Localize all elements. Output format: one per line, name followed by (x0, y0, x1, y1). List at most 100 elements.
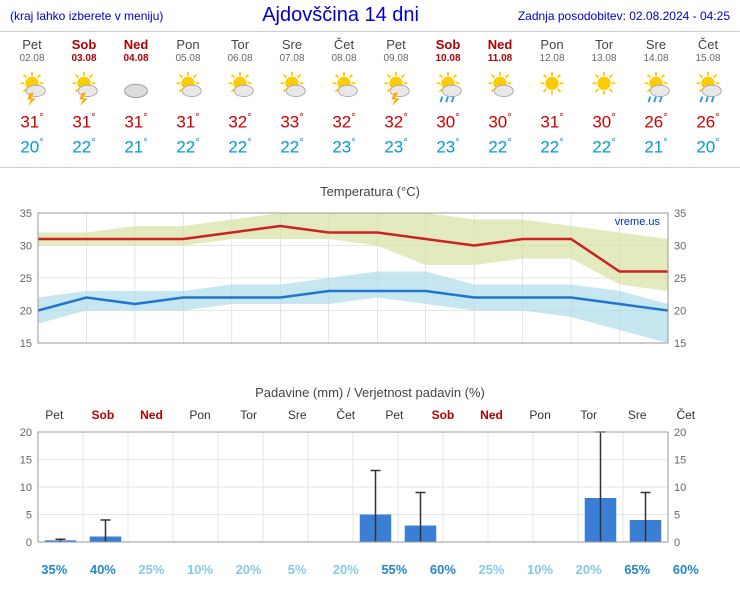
day-column[interactable]: Pet02.0831°20° (6, 37, 58, 157)
last-update: Zadnja posodobitev: 02.08.2024 - 04:25 (518, 9, 730, 23)
day-name: Sob (422, 37, 474, 52)
svg-text:15: 15 (20, 455, 32, 467)
temp-high: 26° (682, 112, 734, 133)
temp-low: 22° (578, 137, 630, 158)
precip-prob: 10% (516, 562, 565, 577)
day-name: Sre (266, 37, 318, 52)
day-date: 15.08 (682, 53, 734, 64)
day-column[interactable]: Ned04.0831°21° (110, 37, 162, 157)
svg-text:10: 10 (674, 482, 686, 494)
day-column[interactable]: Čet08.08 32° 23° (318, 37, 370, 157)
menu-hint[interactable]: (kraj lahko izberete v meniju) (10, 9, 163, 23)
precip-day: Sob (79, 408, 128, 422)
svg-text:20: 20 (674, 427, 686, 439)
svg-text:30: 30 (674, 241, 686, 253)
precip-day: Sob (419, 408, 468, 422)
svg-text:30: 30 (20, 241, 32, 253)
day-date: 04.08 (110, 53, 162, 64)
temp-high: 30° (578, 112, 630, 133)
day-column[interactable]: Sob10.0830°23° (422, 37, 474, 157)
weather-icon (266, 68, 318, 108)
precip-prob: 40% (79, 562, 128, 577)
day-name: Pon (162, 37, 214, 52)
temp-low: 20° (682, 137, 734, 158)
forecast-table: Pet02.0831°20°Sob03.0831°22°Ned04.0831°2… (0, 32, 740, 168)
day-column[interactable]: Pon12.0831°22° (526, 37, 578, 157)
svg-text:0: 0 (674, 537, 680, 549)
day-column[interactable]: Pon05.0831°22° (162, 37, 214, 157)
day-column[interactable]: Sob03.0831°22° (58, 37, 110, 157)
svg-text:20: 20 (20, 427, 32, 439)
temp-high: 32° (318, 112, 370, 133)
precip-section: Padavine (mm) / Verjetnost padavin (%) P… (0, 369, 740, 585)
day-column[interactable]: Pet09.0832°23° (370, 37, 422, 157)
precip-prob: 60% (419, 562, 468, 577)
svg-text:10: 10 (20, 482, 32, 494)
weather-icon (58, 68, 110, 108)
day-column[interactable]: Tor06.0832°22° (214, 37, 266, 157)
precip-day: Pet (370, 408, 419, 422)
precip-prob: 20% (564, 562, 613, 577)
svg-text:0: 0 (26, 537, 32, 549)
day-name: Pet (6, 37, 58, 52)
svg-text:5: 5 (26, 510, 32, 522)
svg-text:15: 15 (674, 455, 686, 467)
page-title: Ajdovščina 14 dni (163, 4, 517, 27)
temp-high: 31° (162, 112, 214, 133)
temp-high: 31° (6, 112, 58, 133)
weather-icon (578, 68, 630, 108)
day-column[interactable]: Čet15.08 26° 20° (682, 37, 734, 157)
weather-icon (526, 68, 578, 108)
precip-chart: 0055101015152020 (0, 422, 740, 560)
weather-icon (6, 68, 58, 108)
temp-low: 21° (630, 137, 682, 158)
precip-day: Pet (30, 408, 79, 422)
day-date: 11.08 (474, 53, 526, 64)
day-column[interactable]: Sre07.0833°22° (266, 37, 318, 157)
precip-day: Pon (516, 408, 565, 422)
day-date: 08.08 (318, 53, 370, 64)
weather-icon (318, 68, 370, 108)
precip-day: Tor (564, 408, 613, 422)
day-name: Sob (58, 37, 110, 52)
precip-day: Čet (321, 408, 370, 422)
day-column[interactable]: Tor13.0830°22° (578, 37, 630, 157)
temp-high: 33° (266, 112, 318, 133)
temp-chart-title: Temperatura (°C) (0, 184, 740, 199)
temp-high: 26° (630, 112, 682, 133)
day-name: Čet (318, 37, 370, 52)
temp-low: 22° (214, 137, 266, 158)
precip-day: Ned (127, 408, 176, 422)
day-name: Sre (630, 37, 682, 52)
precip-prob: 20% (321, 562, 370, 577)
precip-day: Tor (224, 408, 273, 422)
day-name: Tor (214, 37, 266, 52)
svg-text:35: 35 (674, 208, 686, 220)
temp-low: 22° (474, 137, 526, 158)
day-column[interactable]: Sre14.0826°21° (630, 37, 682, 157)
temp-high: 30° (474, 112, 526, 133)
temp-low: 21° (110, 137, 162, 158)
precip-day-labels: PetSobNedPonTorSreČetPetSobNedPonTorSreČ… (0, 408, 740, 422)
day-date: 09.08 (370, 53, 422, 64)
svg-text:25: 25 (674, 273, 686, 285)
weather-icon (162, 68, 214, 108)
temp-low: 22° (526, 137, 578, 158)
precip-day: Sre (613, 408, 662, 422)
precip-prob: 55% (370, 562, 419, 577)
temp-low: 23° (318, 137, 370, 158)
weather-icon (110, 68, 162, 108)
temp-low: 23° (422, 137, 474, 158)
weather-icon (630, 68, 682, 108)
day-date: 05.08 (162, 53, 214, 64)
svg-text:20: 20 (20, 306, 32, 318)
precip-prob: 60% (662, 562, 711, 577)
day-date: 10.08 (422, 53, 474, 64)
precip-chart-title: Padavine (mm) / Verjetnost padavin (%) (0, 385, 740, 400)
precip-prob: 35% (30, 562, 79, 577)
svg-text:25: 25 (20, 273, 32, 285)
day-column[interactable]: Ned11.0830°22° (474, 37, 526, 157)
day-name: Tor (578, 37, 630, 52)
day-name: Čet (682, 37, 734, 52)
day-name: Pon (526, 37, 578, 52)
